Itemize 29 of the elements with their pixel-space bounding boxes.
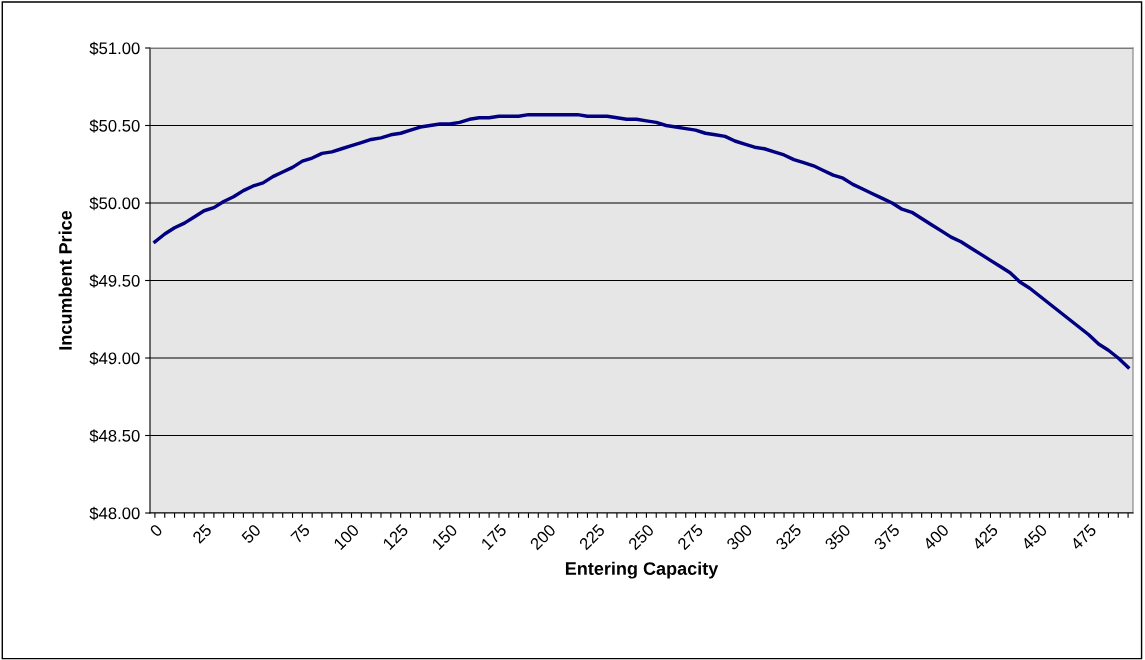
x-tick-label: 400 bbox=[922, 523, 950, 551]
x-tick-label: 25 bbox=[191, 523, 213, 544]
y-tick-label: $48.50 bbox=[89, 429, 140, 443]
y-tick-label: $49.50 bbox=[89, 274, 140, 288]
x-tick-label: 325 bbox=[774, 523, 803, 551]
x-tick-label: 75 bbox=[290, 523, 311, 544]
y-axis-title: Incumbent Price bbox=[58, 210, 72, 350]
x-axis-title: Entering Capacity bbox=[565, 561, 719, 579]
x-tick-label: 450 bbox=[1020, 523, 1048, 551]
x-tick-label: 175 bbox=[480, 523, 508, 551]
y-tick-label: $50.00 bbox=[89, 196, 140, 211]
y-tick-label: $51.00 bbox=[89, 41, 140, 56]
x-tick-label: 125 bbox=[382, 523, 409, 551]
x-tick-label: 425 bbox=[971, 523, 999, 551]
y-tick-label: $50.50 bbox=[89, 119, 140, 133]
x-tick-label: 0 bbox=[149, 523, 164, 538]
x-tick-label: 375 bbox=[873, 523, 901, 551]
x-tick-label: 225 bbox=[578, 523, 606, 551]
x-tick-label: 300 bbox=[725, 523, 753, 551]
x-tick-label: 150 bbox=[431, 523, 459, 551]
x-tick-label: 475 bbox=[1069, 523, 1097, 551]
x-tick-label: 350 bbox=[824, 523, 852, 551]
x-tick-label: 50 bbox=[240, 523, 262, 545]
x-tick-label: 275 bbox=[676, 523, 704, 551]
y-tick-label: $48.00 bbox=[89, 506, 140, 521]
x-tick-label: 250 bbox=[627, 523, 655, 551]
y-tick-label: $49.00 bbox=[89, 351, 140, 366]
x-tick-label: 100 bbox=[333, 523, 360, 551]
x-tick-label: 200 bbox=[529, 523, 557, 551]
